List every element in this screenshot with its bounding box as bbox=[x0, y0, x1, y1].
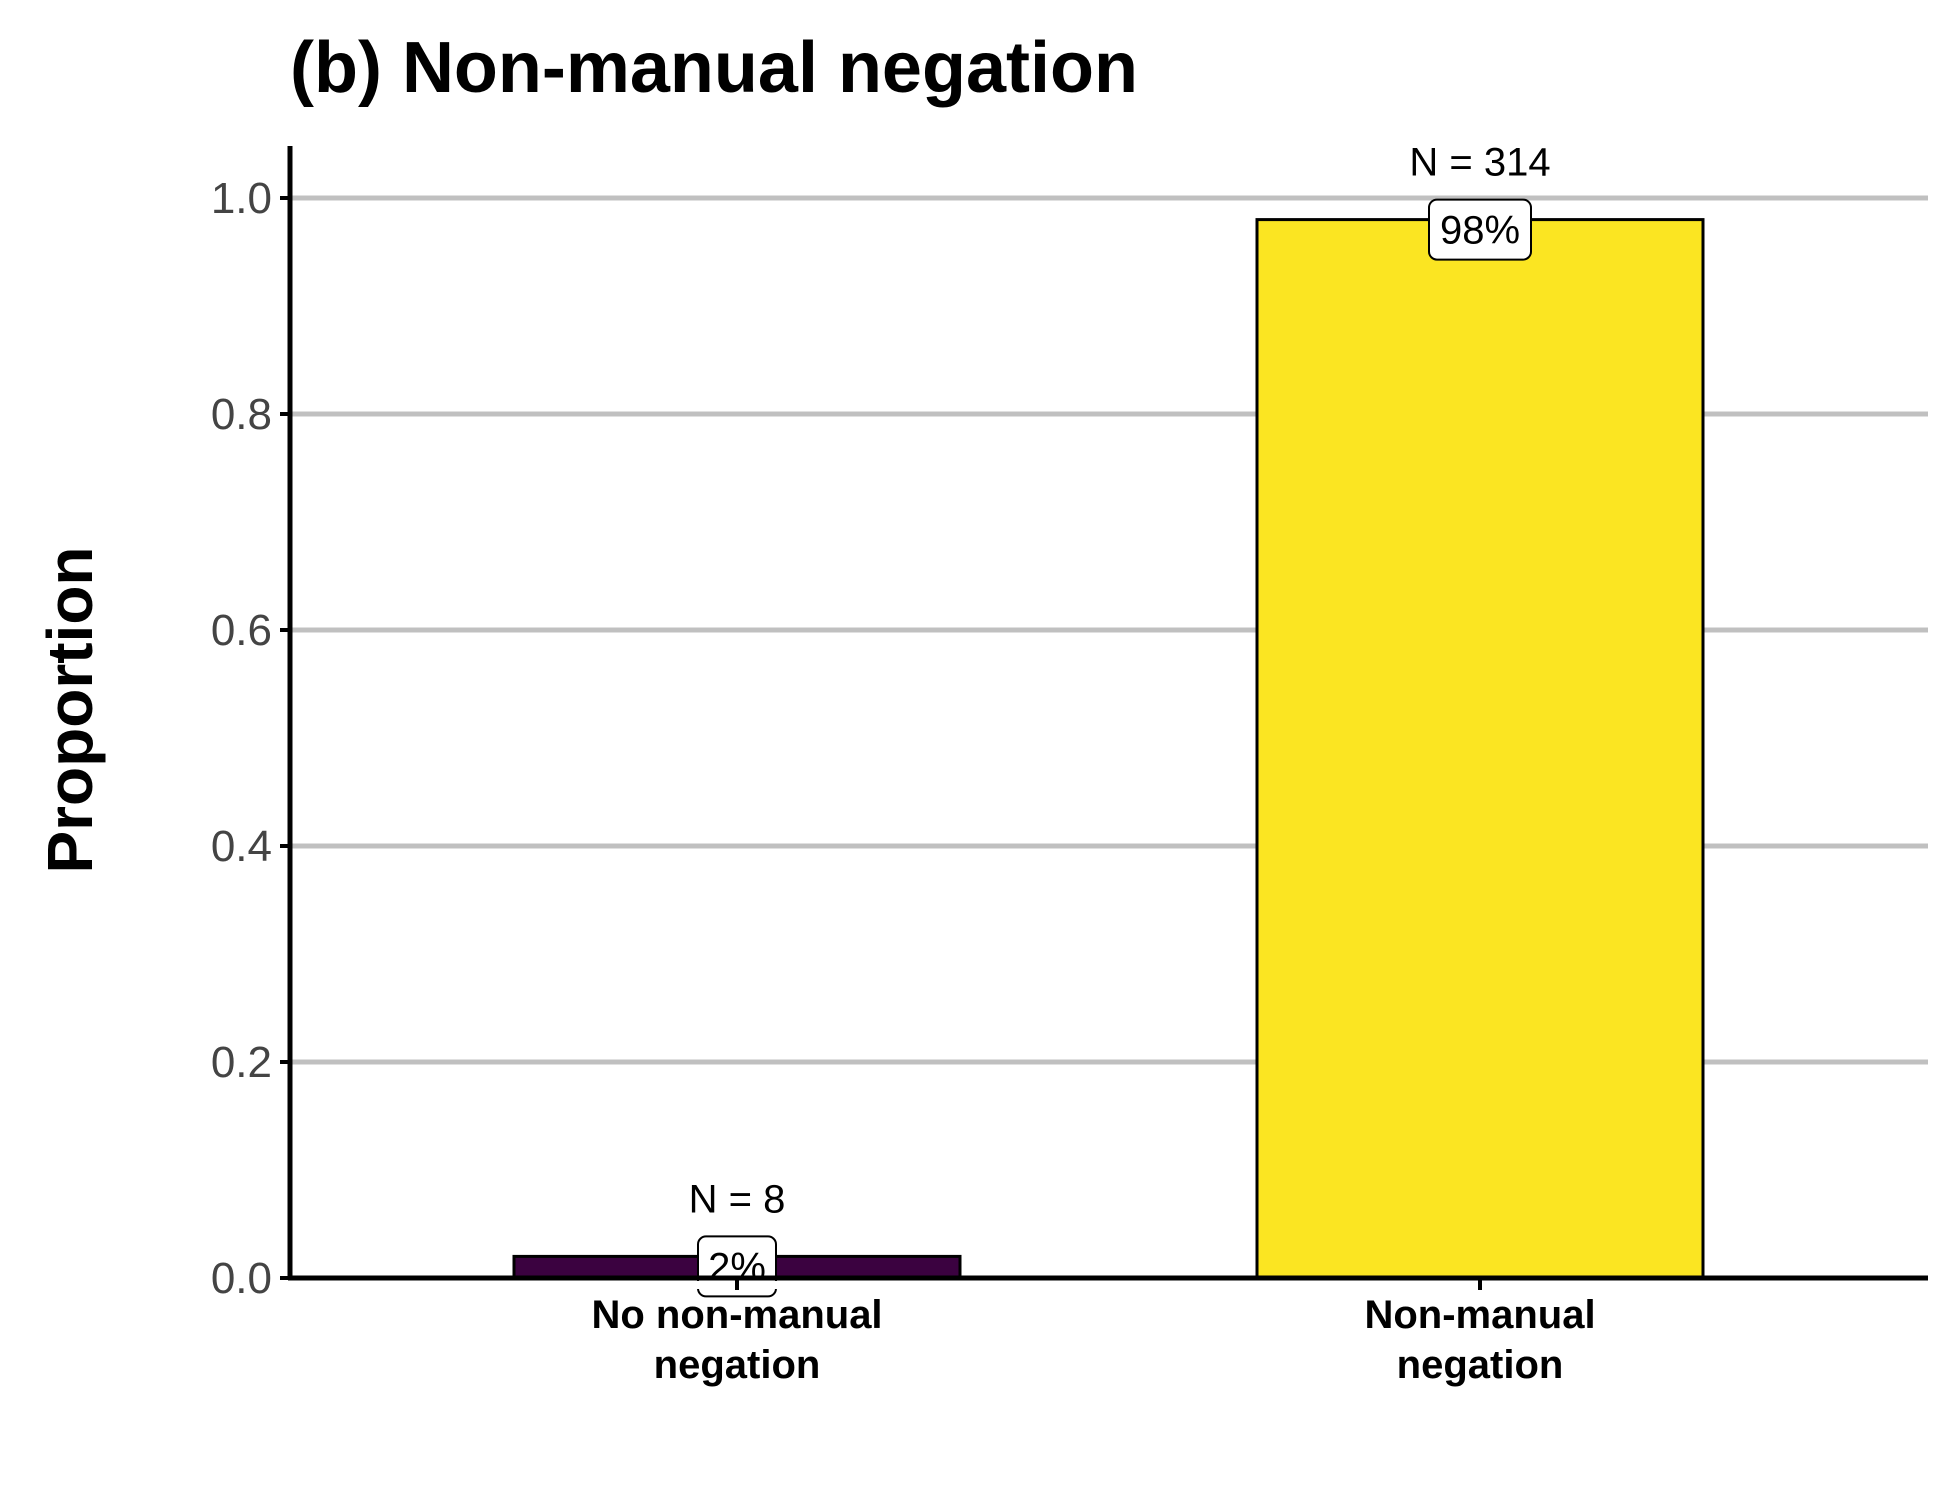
count-label: N = 8 bbox=[689, 1177, 786, 1221]
chart-title: (b) Non-manual negation bbox=[290, 28, 1138, 108]
y-axis-label: Proportion bbox=[34, 546, 106, 873]
y-tick-label: 0.6 bbox=[211, 606, 272, 655]
x-tick-label: No non-manual negation bbox=[591, 1293, 882, 1387]
x-tick-label: Non-manual negation bbox=[1364, 1293, 1595, 1387]
percent-label: 98% bbox=[1440, 209, 1520, 253]
percent-label-box bbox=[1428, 198, 1532, 261]
axis-clip-mask bbox=[290, 1281, 1928, 1289]
count-label: N = 314 bbox=[1409, 141, 1550, 185]
y-tick-label: 0.0 bbox=[211, 1254, 272, 1303]
bars bbox=[512, 218, 1705, 1280]
y-tick-label: 1.0 bbox=[211, 174, 272, 223]
y-tick-label: 0.8 bbox=[211, 390, 272, 439]
bar bbox=[1255, 218, 1705, 1280]
y-tick-label: 0.2 bbox=[211, 1038, 272, 1087]
y-tick-label: 0.4 bbox=[211, 822, 272, 871]
